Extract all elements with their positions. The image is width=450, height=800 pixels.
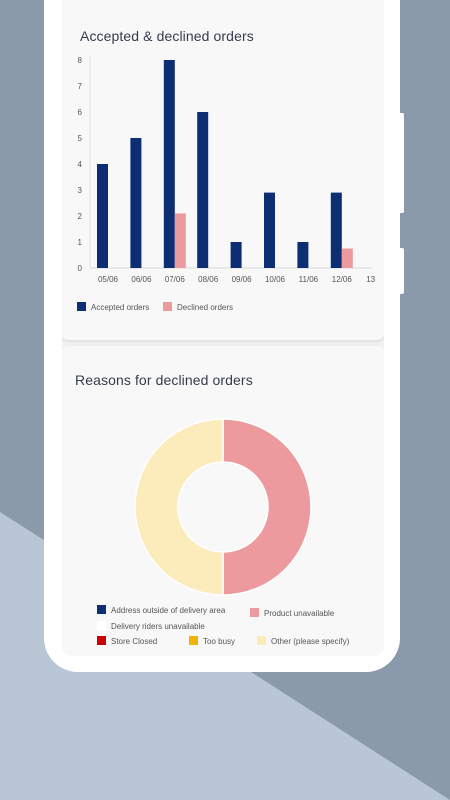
legend-swatch-declined bbox=[163, 302, 172, 311]
legend-declined[interactable]: Declined orders bbox=[163, 302, 233, 312]
legend-store-closed-label: Store Closed bbox=[111, 637, 158, 646]
legend-declined-label: Declined orders bbox=[177, 303, 234, 312]
y-tick-label: 8 bbox=[78, 56, 83, 65]
x-tick-label: 13 bbox=[366, 275, 375, 284]
legend-address-outside-label: Address outside of delivery area bbox=[111, 606, 226, 615]
legend-accepted-label: Accepted orders bbox=[91, 303, 150, 312]
legend-too-busy[interactable]: Too busy bbox=[189, 636, 235, 646]
legend-swatch-delivery-riders bbox=[97, 621, 106, 630]
donut-chart bbox=[134, 418, 312, 596]
x-tick-label: 07/06 bbox=[165, 275, 186, 284]
x-tick-label: 10/06 bbox=[265, 275, 286, 284]
power-button bbox=[400, 248, 404, 294]
y-tick-label: 0 bbox=[78, 264, 83, 273]
bar-accepted bbox=[230, 242, 242, 268]
bar-accepted bbox=[197, 112, 209, 268]
legend-delivery-riders[interactable]: Delivery riders unavailable bbox=[97, 621, 205, 631]
legend-product-unavailable-label: Product unavailable bbox=[264, 609, 335, 618]
x-tick-label: 08/06 bbox=[198, 275, 219, 284]
bar-accepted bbox=[163, 60, 175, 268]
legend-delivery-riders-label: Delivery riders unavailable bbox=[111, 622, 205, 631]
bar-accepted bbox=[130, 138, 142, 268]
legend-address-outside[interactable]: Address outside of delivery area bbox=[97, 605, 225, 615]
y-tick-label: 2 bbox=[78, 212, 83, 221]
legend-other-label: Other (please specify) bbox=[271, 637, 350, 646]
bar-accepted bbox=[264, 192, 275, 268]
x-tick-label: 12/06 bbox=[332, 275, 353, 284]
legend-store-closed[interactable]: Store Closed bbox=[97, 636, 157, 646]
y-tick-label: 7 bbox=[78, 82, 83, 91]
legend-swatch-other bbox=[257, 636, 266, 645]
bar-declined bbox=[174, 213, 186, 268]
legend-swatch-product-unavailable bbox=[250, 608, 259, 617]
donut-slice bbox=[134, 418, 224, 596]
x-tick-label: 09/06 bbox=[232, 275, 253, 284]
legend-swatch-address-outside bbox=[97, 605, 106, 614]
app-screen: Accepted & declined orders 0 1 2 3 4 5 6 7 8 05/0… bbox=[62, 0, 384, 656]
y-tick-label: 3 bbox=[78, 186, 83, 195]
legend-swatch-store-closed bbox=[97, 636, 106, 645]
bar-chart: 0 1 2 3 4 5 6 7 8 05/06 06/06 07/06 08/06 09/06 10/06 1… bbox=[78, 56, 376, 284]
donut-chart-card: Reasons for declined orders Address outs… bbox=[62, 346, 384, 656]
y-tick-label: 4 bbox=[78, 160, 83, 169]
y-tick-label: 5 bbox=[78, 134, 83, 143]
y-tick-label: 1 bbox=[78, 238, 83, 247]
bar-accepted bbox=[330, 192, 342, 268]
donut-slice bbox=[222, 418, 312, 596]
x-tick-label: 06/06 bbox=[131, 275, 152, 284]
x-tick-label: 05/06 bbox=[98, 275, 119, 284]
x-tick-label: 11/06 bbox=[299, 275, 319, 284]
legend-swatch-accepted bbox=[77, 302, 86, 311]
legend-too-busy-label: Too busy bbox=[203, 637, 236, 646]
bar-chart-title: Accepted & declined orders bbox=[80, 28, 254, 44]
bar-accepted bbox=[97, 164, 108, 268]
legend-other[interactable]: Other (please specify) bbox=[257, 636, 349, 646]
donut-chart-title: Reasons for declined orders bbox=[75, 372, 253, 388]
legend-product-unavailable[interactable]: Product unavailable bbox=[250, 608, 334, 618]
bar-chart-card: Accepted & declined orders 0 1 2 3 4 5 6 7 8 05/0… bbox=[62, 0, 384, 340]
legend-accepted[interactable]: Accepted orders bbox=[77, 302, 149, 312]
bar-declined bbox=[341, 248, 353, 268]
y-tick-label: 6 bbox=[78, 108, 83, 117]
legend-swatch-too-busy bbox=[189, 636, 198, 645]
bar-accepted bbox=[297, 242, 309, 268]
volume-button bbox=[400, 113, 404, 213]
